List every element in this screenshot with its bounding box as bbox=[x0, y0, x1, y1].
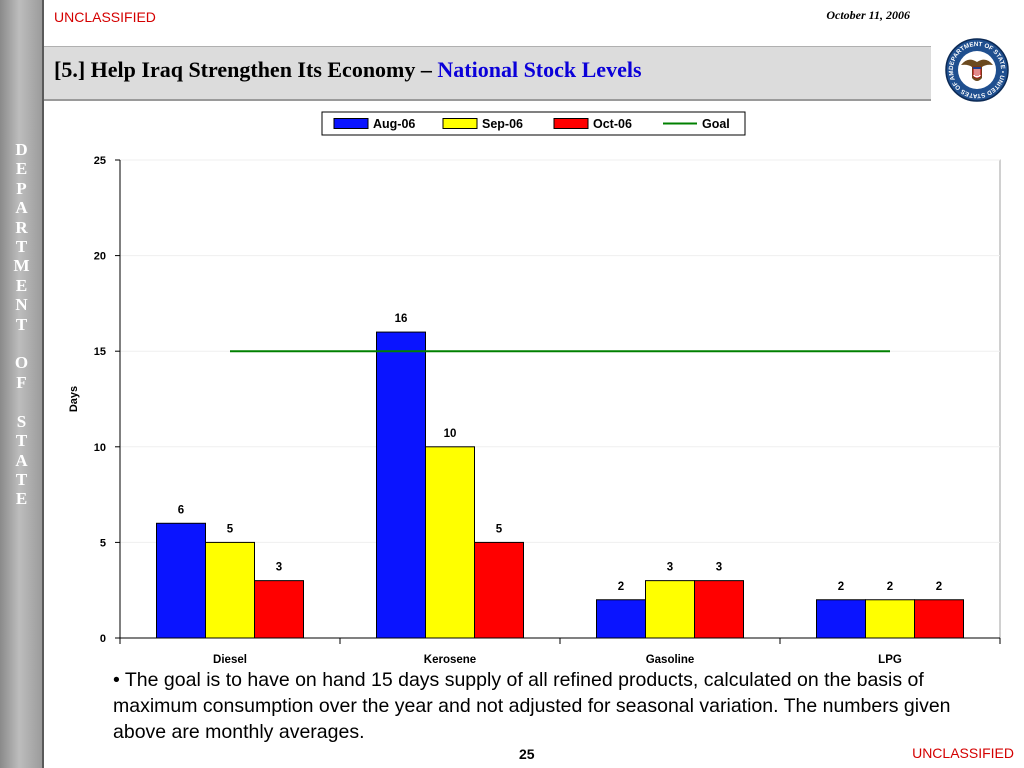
seal-shield-chief bbox=[973, 67, 981, 69]
y-axis-label: Days bbox=[68, 386, 80, 412]
stock-levels-chart: Aug-06 Sep-06 Oct-06 Goal 0510152025DaysDie… bbox=[68, 111, 1001, 665]
data-label-gasoline-sep-06: 3 bbox=[667, 562, 673, 574]
sidebar-divider bbox=[42, 0, 44, 768]
chart-bars bbox=[156, 331, 964, 639]
x-tick-label-lpg: LPG bbox=[878, 654, 902, 665]
seal-shield-stripes bbox=[973, 69, 981, 76]
page-number: 25 bbox=[519, 746, 535, 762]
data-label-diesel-aug-06: 6 bbox=[178, 504, 184, 516]
y-tick-label: 0 bbox=[100, 633, 106, 645]
bar-gasoline-aug-06 bbox=[596, 599, 646, 639]
data-label-diesel-oct-06: 3 bbox=[276, 562, 282, 574]
plot-area bbox=[119, 159, 1001, 639]
legend-swatch-oct-06 bbox=[553, 118, 589, 129]
y-tick-label: 15 bbox=[94, 346, 106, 358]
bar-gasoline-oct-06 bbox=[694, 580, 744, 639]
bar-kerosene-aug-06 bbox=[376, 331, 426, 639]
legend-swatch-aug-06 bbox=[333, 118, 369, 129]
bar-lpg-aug-06 bbox=[816, 599, 866, 639]
data-label-lpg-sep-06: 2 bbox=[887, 581, 893, 593]
legend-label-goal: Goal bbox=[702, 117, 730, 131]
slide-title: [5.] Help Iraq Strengthen Its Economy – … bbox=[54, 57, 642, 83]
y-tick-label: 5 bbox=[100, 537, 106, 549]
data-label-kerosene-aug-06: 16 bbox=[395, 313, 408, 325]
slide-title-main: [5.] Help Iraq Strengthen Its Economy – bbox=[54, 57, 438, 82]
x-tick-label-diesel: Diesel bbox=[213, 654, 247, 665]
legend-label-sep-06: Sep-06 bbox=[482, 117, 523, 131]
department-of-state-seal: DEPARTMENT OF STATE • UNITED STATES OF A… bbox=[932, 38, 1009, 102]
bar-kerosene-oct-06 bbox=[474, 541, 524, 639]
y-tick-label: 25 bbox=[94, 155, 106, 167]
data-label-lpg-aug-06: 2 bbox=[838, 581, 844, 593]
data-label-lpg-oct-06: 2 bbox=[936, 581, 942, 593]
seal-shield-icon bbox=[972, 66, 982, 79]
slide-date: October 11, 2006 bbox=[826, 8, 910, 22]
data-label-diesel-sep-06: 5 bbox=[227, 523, 234, 535]
legend-swatch-sep-06 bbox=[442, 118, 478, 129]
bar-diesel-aug-06 bbox=[156, 522, 206, 639]
bar-kerosene-sep-06 bbox=[425, 446, 475, 639]
data-label-kerosene-oct-06: 5 bbox=[496, 523, 503, 535]
chart-gridlines bbox=[119, 159, 1001, 639]
chart-legend: Aug-06 Sep-06 Oct-06 Goal bbox=[321, 111, 746, 136]
classification-marking-bottom: UNCLASSIFIED bbox=[912, 745, 1014, 761]
bar-diesel-oct-06 bbox=[254, 580, 304, 639]
chart-data-labels: 6 5 3 16 10 5 2 3 3 2 2 2 bbox=[178, 313, 942, 593]
sidebar bbox=[0, 0, 43, 768]
legend-label-aug-06: Aug-06 bbox=[373, 117, 415, 131]
classification-marking-top: UNCLASSIFIED bbox=[54, 9, 156, 25]
vertical-department-title: D E P A R T M E N T O F S T A T E bbox=[13, 140, 30, 509]
data-label-gasoline-aug-06: 2 bbox=[618, 581, 624, 593]
legend-label-oct-06: Oct-06 bbox=[593, 117, 632, 131]
bar-gasoline-sep-06 bbox=[645, 580, 695, 639]
bar-lpg-sep-06 bbox=[865, 599, 915, 639]
y-tick-label: 20 bbox=[94, 251, 106, 263]
footnote: • The goal is to have on hand 15 days su… bbox=[113, 667, 953, 745]
footnote-bullet: • bbox=[113, 669, 120, 691]
data-label-kerosene-sep-06: 10 bbox=[444, 428, 457, 440]
y-tick-label: 10 bbox=[94, 442, 106, 454]
title-bar: [5.] Help Iraq Strengthen Its Economy – … bbox=[44, 46, 931, 101]
x-tick-label-kerosene: Kerosene bbox=[424, 654, 476, 665]
data-label-gasoline-oct-06: 3 bbox=[716, 562, 722, 574]
footnote-text: The goal is to have on hand 15 days supp… bbox=[113, 669, 951, 743]
legend-box bbox=[321, 111, 746, 136]
x-tick-label-gasoline: Gasoline bbox=[646, 654, 695, 665]
slide-title-accent: National Stock Levels bbox=[437, 57, 642, 82]
bar-lpg-oct-06 bbox=[914, 599, 964, 639]
bar-diesel-sep-06 bbox=[205, 541, 255, 639]
